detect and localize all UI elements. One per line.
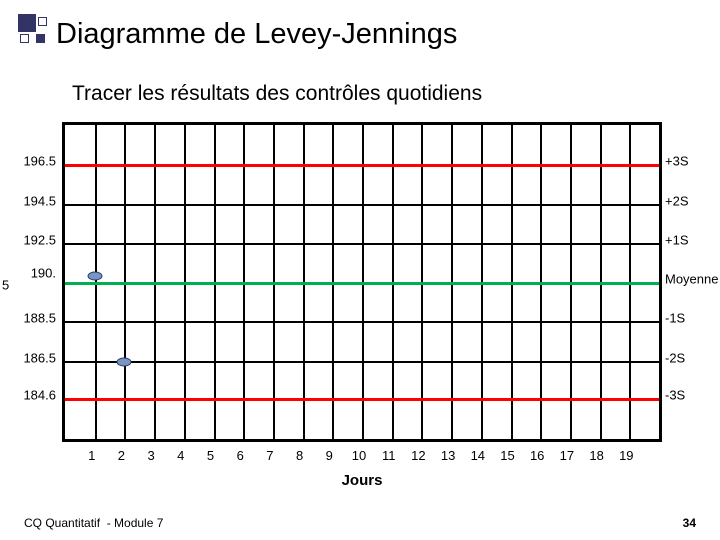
y-tick-label: 192.5	[10, 232, 56, 247]
x-tick-label: 2	[118, 448, 125, 463]
gridline-horizontal	[65, 243, 659, 245]
data-point	[115, 356, 133, 368]
y-tick-label: 196.5	[10, 154, 56, 169]
x-tick-label: 3	[147, 448, 154, 463]
data-point	[86, 270, 104, 282]
x-tick-label: 9	[326, 448, 333, 463]
gridline-horizontal	[65, 204, 659, 206]
gridline-horizontal	[65, 398, 659, 401]
sd-label: -3S	[665, 387, 685, 402]
slide-subtitle: Tracer les résultats des contrôles quoti…	[72, 82, 482, 106]
x-tick-label: 16	[530, 448, 544, 463]
gridline-horizontal	[65, 164, 659, 167]
gridline-horizontal	[65, 321, 659, 323]
x-tick-label: 11	[382, 448, 396, 463]
y-tick-label: 194.5	[10, 193, 56, 208]
sd-label: +1S	[665, 232, 689, 247]
x-tick-label: 10	[352, 448, 366, 463]
gridline-horizontal	[65, 361, 659, 363]
y-tick-label: 190.5	[10, 267, 56, 290]
x-tick-label: 1	[88, 448, 95, 463]
x-axis-title: Jours	[62, 472, 662, 489]
y-tick-label: 188.5	[10, 311, 56, 326]
lj-chart: Jours 12345678910111213141516171819196.5…	[62, 122, 662, 442]
sd-label: +3S	[665, 154, 689, 169]
sd-label: +2S	[665, 193, 689, 208]
x-tick-label: 17	[560, 448, 574, 463]
x-tick-label: 6	[237, 448, 244, 463]
x-tick-label: 15	[500, 448, 514, 463]
y-tick-label: 184.6	[10, 387, 56, 402]
x-tick-label: 4	[177, 448, 184, 463]
sd-label: -2S	[665, 350, 685, 365]
slide-number: 34	[683, 516, 696, 530]
x-tick-label: 19	[619, 448, 633, 463]
x-tick-label: 5	[207, 448, 214, 463]
x-tick-label: 8	[296, 448, 303, 463]
footer-text: CQ Quantitatif - Module 7	[24, 516, 163, 530]
x-tick-label: 14	[471, 448, 485, 463]
slide-title: Diagramme de Levey-Jennings	[56, 18, 457, 51]
x-tick-label: 12	[411, 448, 425, 463]
gridline-horizontal	[65, 282, 659, 285]
x-tick-label: 18	[589, 448, 603, 463]
sd-label: Moyenne	[665, 272, 718, 287]
x-tick-label: 13	[441, 448, 455, 463]
logo-icon	[18, 14, 44, 42]
sd-label: -1S	[665, 311, 685, 326]
y-tick-label: 186.5	[10, 350, 56, 365]
x-tick-label: 7	[266, 448, 273, 463]
